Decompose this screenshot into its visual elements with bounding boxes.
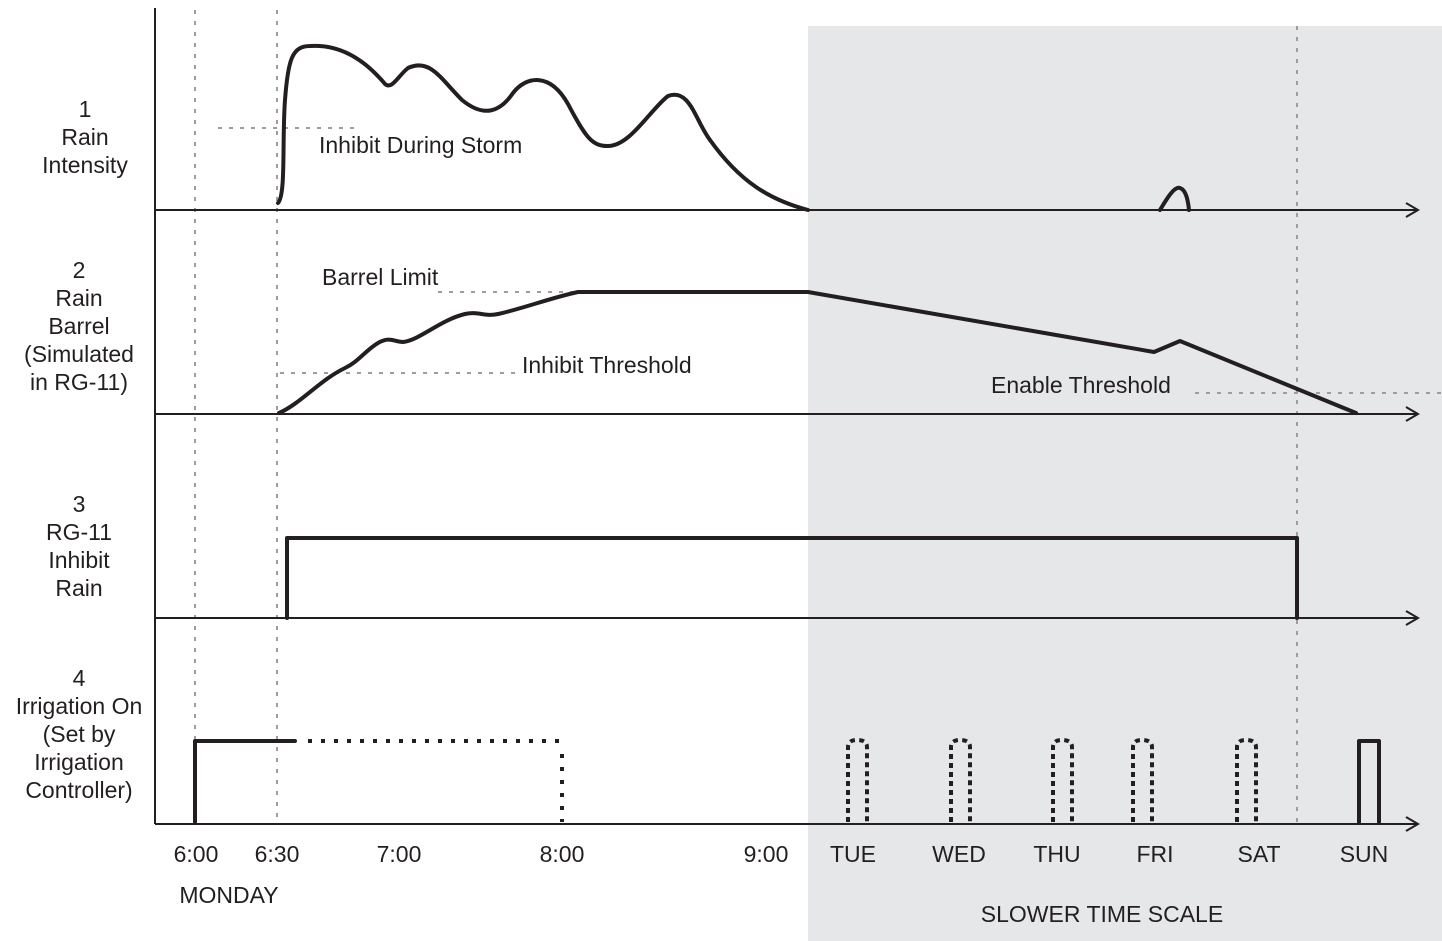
row-1-label: 1 Rain Intensity	[42, 96, 128, 178]
inhibit-rain-signal	[285, 536, 1299, 620]
tick-9-00: 9:00	[744, 841, 789, 867]
row-3-line-1: RG-11	[46, 519, 112, 545]
pulse-thu	[1051, 737, 1074, 822]
row-2-line-1: Rain	[55, 285, 102, 311]
tick-6-00: 6:00	[174, 841, 219, 867]
tick-sat: SAT	[1237, 841, 1280, 867]
small-rain-bump	[1158, 185, 1191, 212]
tick-tue: TUE	[830, 841, 876, 867]
row-2-number: 2	[73, 257, 86, 283]
row-1-line-2: Intensity	[42, 152, 128, 178]
row-4-line-3: Irrigation	[34, 749, 123, 775]
row-2-line-4: in RG-11)	[30, 369, 128, 395]
row-3-axis	[155, 610, 1420, 626]
tick-fri: FRI	[1136, 841, 1173, 867]
row-4-label: 4 Irrigation On (Set by Irrigation Contr…	[16, 665, 143, 803]
inhibit-during-storm-label: Inhibit During Storm	[319, 132, 522, 158]
row-4-axis	[155, 816, 1420, 832]
row-4-line-1: Irrigation On	[16, 693, 143, 719]
irrigation-on-signal	[193, 739, 297, 824]
row-3-number: 3	[73, 491, 86, 517]
row-4-line-4: Controller)	[25, 777, 132, 803]
row-1-axis	[155, 202, 1420, 218]
rain-intensity-curve	[276, 43, 810, 212]
pulse-tue	[846, 737, 869, 822]
row-3-label: 3 RG-11 Inhibit Rain	[46, 491, 112, 601]
pulse-sun	[1357, 739, 1381, 824]
tick-6-30: 6:30	[255, 841, 300, 867]
barrel-limit-label: Barrel Limit	[322, 264, 439, 290]
row-2-line-2: Barrel	[48, 313, 109, 339]
slower-time-scale-label: SLOWER TIME SCALE	[981, 901, 1223, 927]
row-3-line-2: Inhibit	[48, 547, 110, 573]
pulse-sat	[1235, 737, 1258, 822]
tick-7-00: 7:00	[377, 841, 422, 867]
row-2-line-3: (Simulated	[24, 341, 134, 367]
pulse-fri	[1131, 737, 1154, 822]
inhibit-threshold-label: Inhibit Threshold	[522, 352, 692, 378]
time-axis-labels: 6:00 6:30 7:00 8:00 9:00 TUE WED THU FRI…	[174, 841, 1389, 867]
row-1-line-1: Rain	[61, 124, 108, 150]
rain-barrel-curve	[277, 290, 1358, 415]
tick-sun: SUN	[1340, 841, 1389, 867]
monday-label: MONDAY	[179, 882, 278, 908]
enable-threshold-label: Enable Threshold	[991, 372, 1171, 398]
tick-wed: WED	[932, 841, 986, 867]
row-3-line-3: Rain	[55, 575, 102, 601]
row-1-number: 1	[79, 96, 92, 122]
slower-time-scale-region	[808, 26, 1442, 941]
pulse-wed	[949, 737, 972, 822]
tick-8-00: 8:00	[540, 841, 585, 867]
row-4-number: 4	[73, 665, 86, 691]
row-4-line-2: (Set by	[43, 721, 116, 747]
row-2-label: 2 Rain Barrel (Simulated in RG-11)	[24, 257, 134, 395]
tick-thu: THU	[1033, 841, 1080, 867]
row-2-axis	[155, 406, 1420, 422]
